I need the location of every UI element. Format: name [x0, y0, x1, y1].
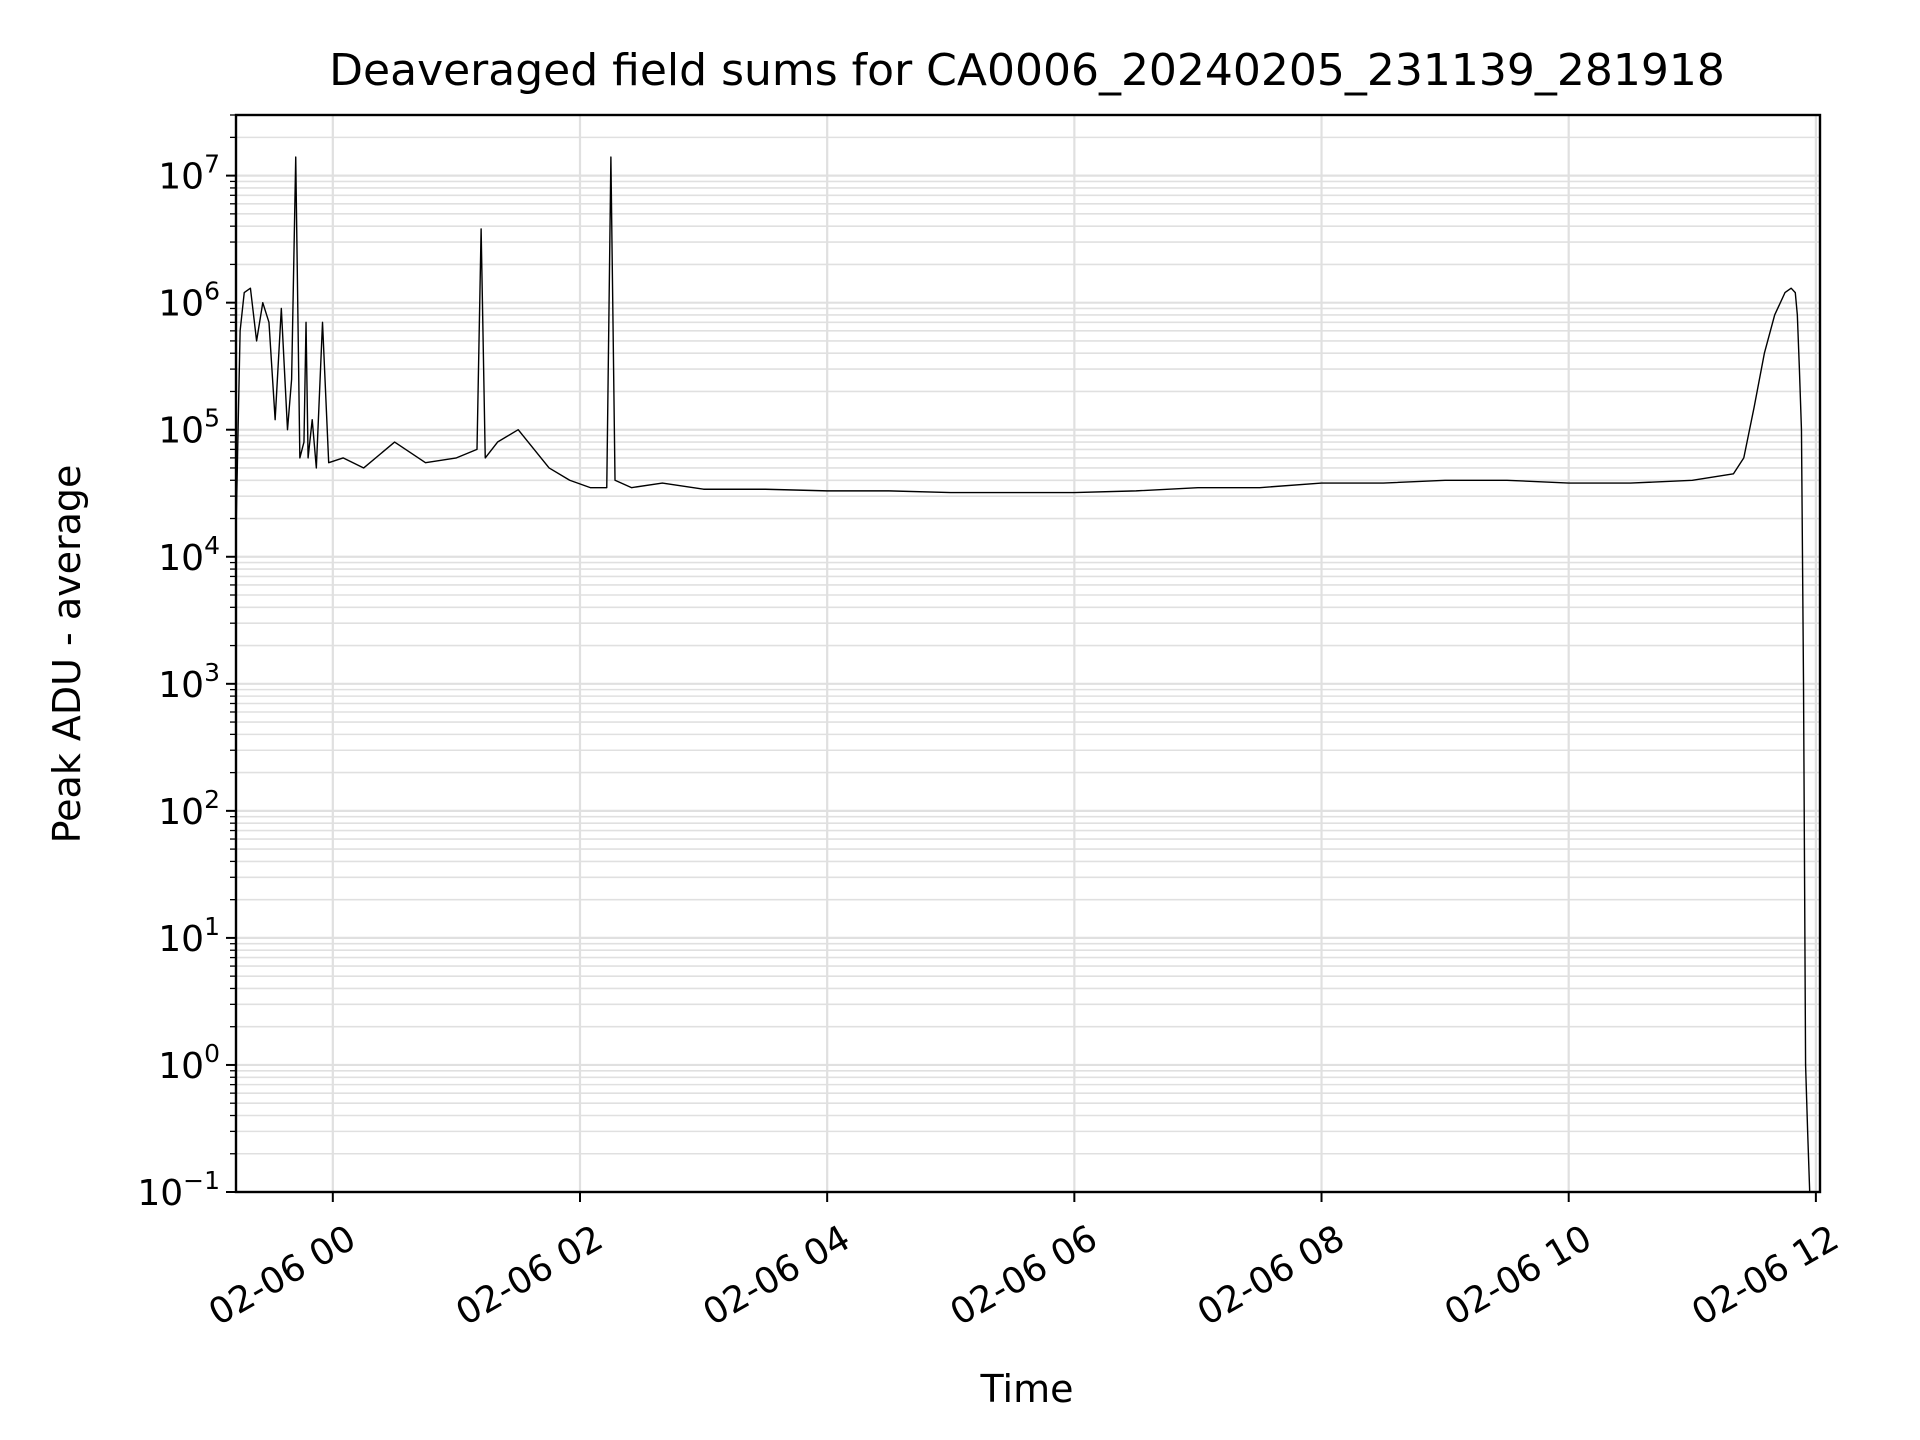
- series-layer: [235, 156, 1811, 1193]
- plot-frame: [234, 113, 1822, 1194]
- y-tick-label: 103: [158, 658, 220, 706]
- y-tick-label: 101: [158, 912, 220, 960]
- y-tick-label: 102: [158, 785, 220, 833]
- y-tick-label: 104: [158, 531, 220, 579]
- y-tick-label: 100: [158, 1039, 220, 1087]
- chart-title: Deaveraged field sums for CA0006_2024020…: [329, 45, 1725, 96]
- x-axis-label: Time: [980, 1367, 1074, 1411]
- y-tick-label: 105: [158, 404, 220, 452]
- y-tick-label: 106: [158, 277, 220, 325]
- y-axis-label: Peak ADU - average: [45, 465, 89, 844]
- series-line: [235, 156, 1811, 1193]
- y-tick-label: 107: [158, 150, 220, 198]
- y-tick-label: 10−1: [137, 1166, 220, 1214]
